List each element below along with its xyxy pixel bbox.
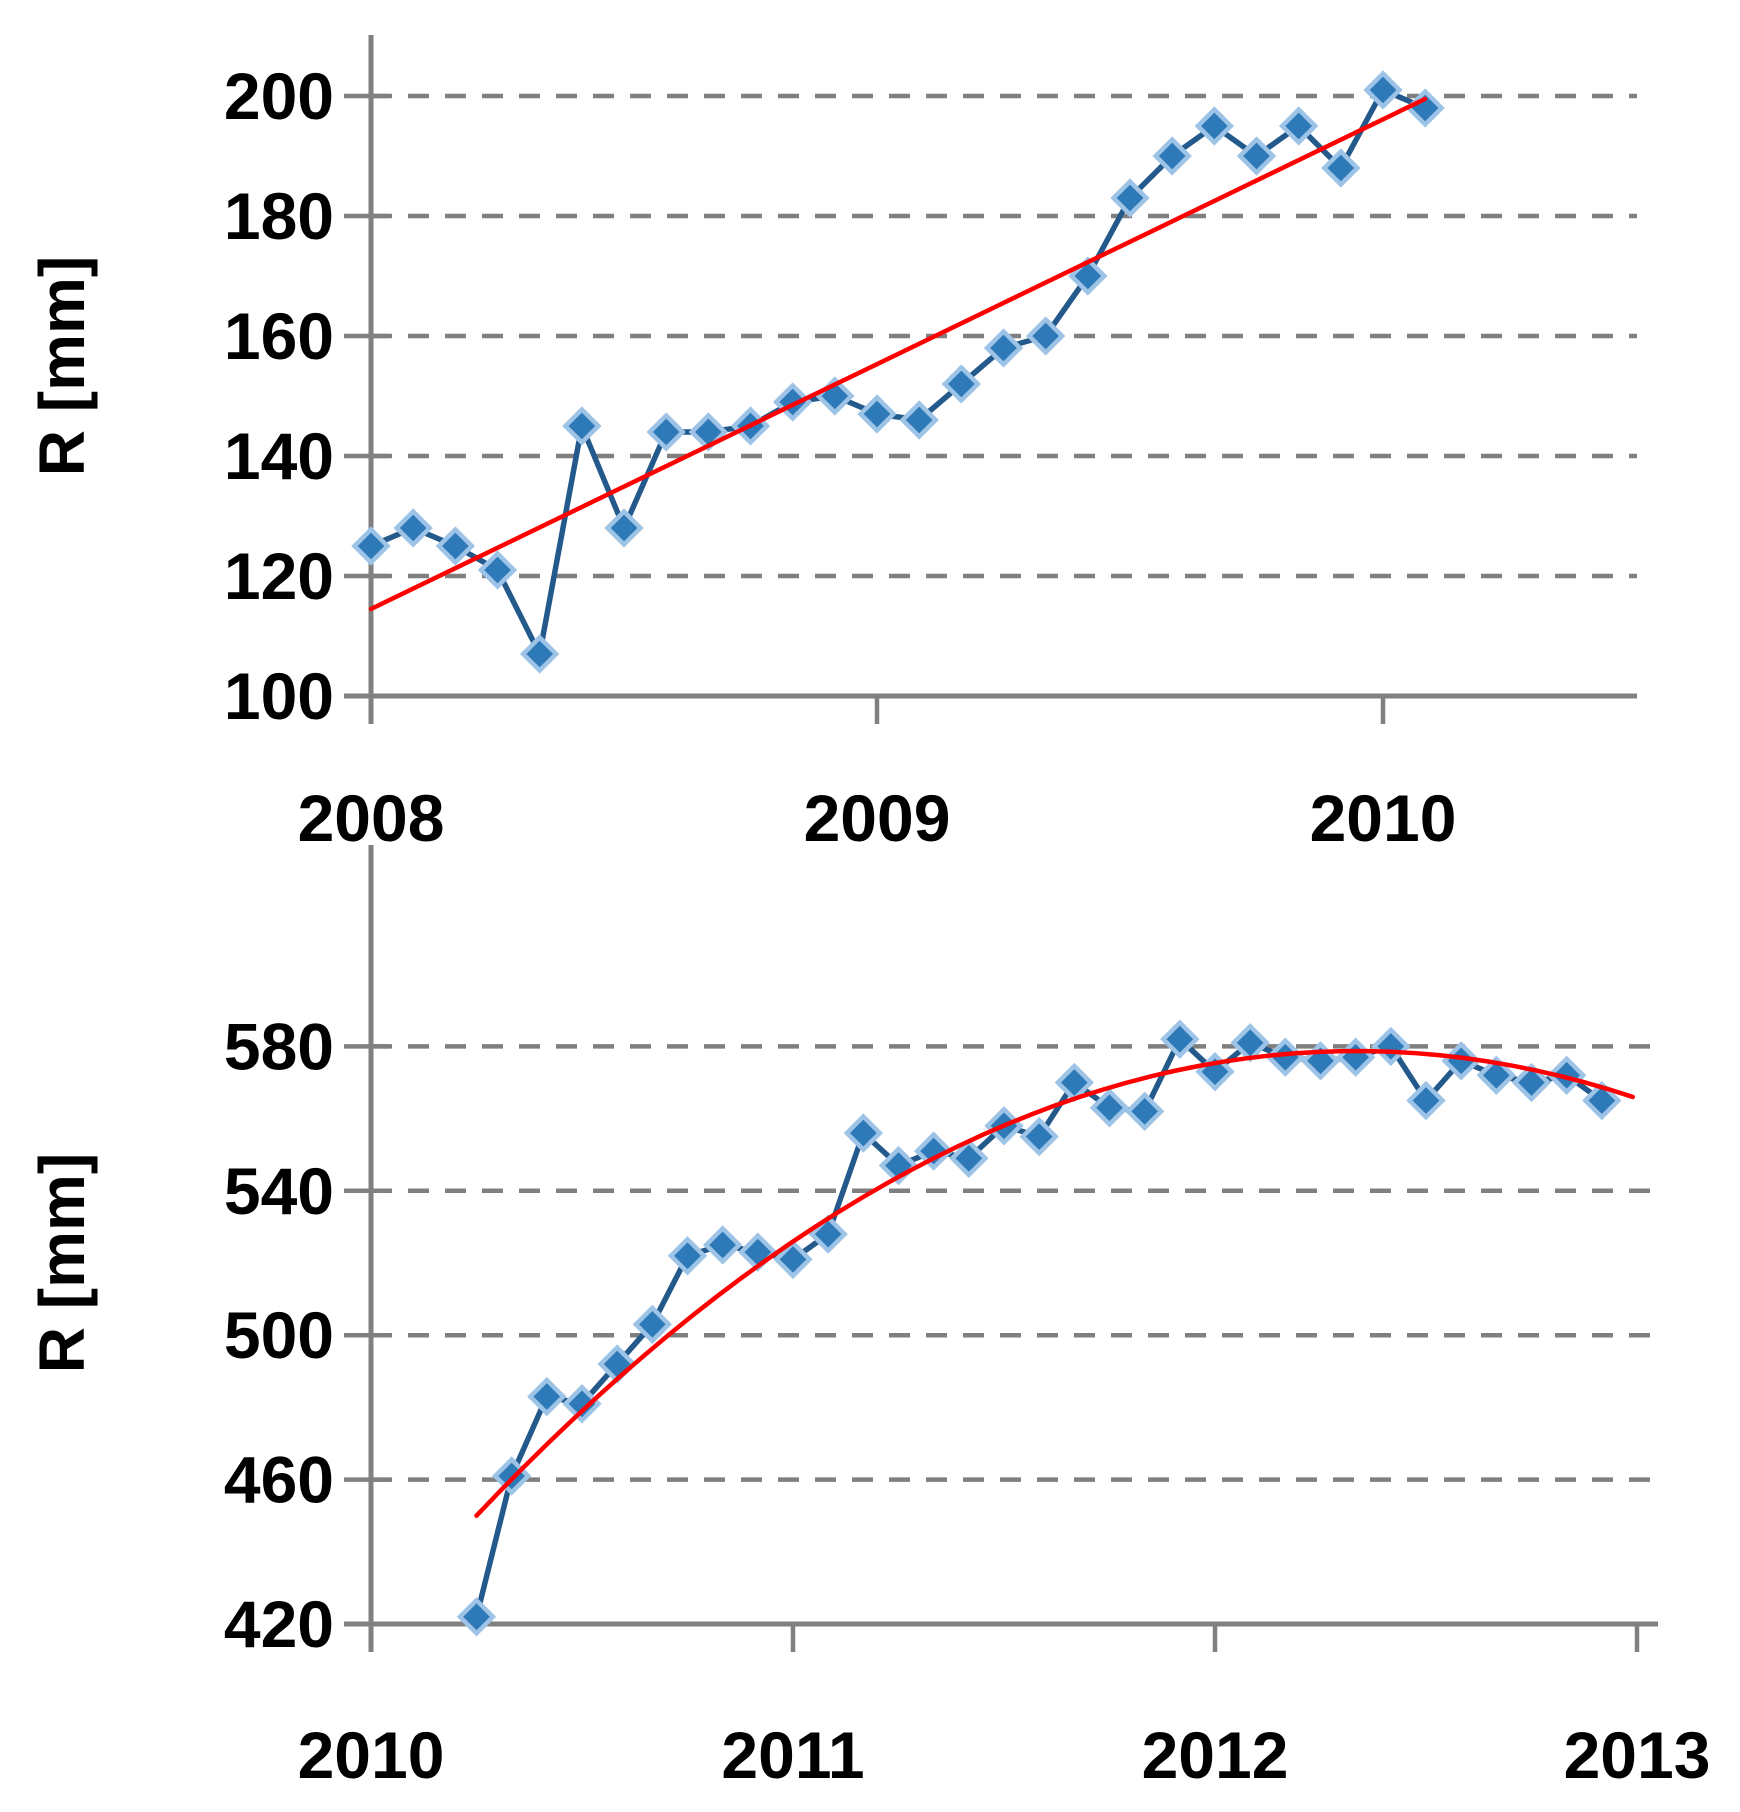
y-tick-label: 100 <box>224 659 334 733</box>
y-tick-label: 460 <box>224 1443 334 1517</box>
y-tick-label: 160 <box>224 299 334 373</box>
data-point-marker <box>393 508 433 548</box>
top-chart: 200 180 160 140 120 100 2008 2009 2010 <box>224 35 1637 855</box>
data-point-marker <box>772 382 813 422</box>
data-point-marker <box>1476 1055 1517 1095</box>
y-tick-label: 500 <box>224 1298 334 1372</box>
trendline-path <box>474 1048 1636 1518</box>
data-point-marker <box>1371 1026 1411 1067</box>
y-tick-label: 120 <box>224 539 334 613</box>
x-tick-label: 2010 <box>1310 781 1457 855</box>
data-point-marker <box>1194 106 1235 146</box>
data-point-marker <box>1511 1062 1552 1103</box>
data-point-marker <box>843 1113 884 1153</box>
data-point-marker <box>1363 70 1403 110</box>
data-point-marker <box>1124 1091 1165 1132</box>
y-tick-label: 140 <box>224 419 334 493</box>
data-point-marker <box>1160 1019 1200 1059</box>
data-point-marker <box>1089 1088 1130 1128</box>
x-tick-label: 2010 <box>298 1718 445 1792</box>
data-point-marker <box>857 394 897 434</box>
y-tick-label: 420 <box>224 1587 334 1661</box>
data-point-marker <box>1152 136 1192 176</box>
data-point-marker <box>456 1597 497 1637</box>
data-point-marker <box>435 526 476 566</box>
data-point-marker <box>1582 1080 1622 1121</box>
data-point-marker <box>1068 256 1108 296</box>
data-point-marker <box>491 1456 532 1496</box>
data-point-marker <box>941 364 982 404</box>
data-point-marker <box>1546 1055 1587 1095</box>
data-point-marker <box>527 1376 567 1417</box>
data-point-marker <box>667 1236 708 1276</box>
x-tick-label: 2008 <box>298 781 445 855</box>
trendline-path <box>368 96 1428 612</box>
y-tick-label: 540 <box>224 1154 334 1228</box>
data-point-marker <box>604 508 644 548</box>
data-point-marker <box>899 400 939 440</box>
data-point-marker <box>477 550 518 590</box>
data-point-marker <box>519 634 560 674</box>
y-tick-label: 580 <box>224 1009 334 1083</box>
data-point-marker <box>1406 1080 1446 1121</box>
data-point-marker <box>773 1239 813 1280</box>
data-point-marker <box>1321 148 1361 188</box>
data-point-marker <box>351 526 391 566</box>
x-tick-label: 2009 <box>804 781 951 855</box>
data-point-marker <box>949 1138 989 1178</box>
data-point-marker <box>1025 316 1066 356</box>
x-tick-label: 2011 <box>721 1718 864 1792</box>
bottom-chart: 580 540 500 460 420 2010 2011 2012 2013 <box>224 845 1711 1792</box>
x-tick-label: 2013 <box>1564 1718 1711 1792</box>
data-point-marker <box>702 1225 743 1265</box>
data-point-marker <box>632 1304 673 1345</box>
data-point-marker <box>646 412 686 452</box>
y-tick-label: 200 <box>224 59 334 133</box>
data-point-marker <box>1110 178 1150 218</box>
data-point-marker <box>1019 1116 1059 1157</box>
data-point-marker <box>1236 136 1277 176</box>
x-tick-label: 2012 <box>1142 1718 1289 1792</box>
data-point-marker <box>562 406 602 446</box>
data-point-marker <box>1278 106 1319 146</box>
data-point-marker <box>983 328 1024 368</box>
data-point-marker <box>913 1131 954 1171</box>
y-tick-label: 180 <box>224 179 334 253</box>
